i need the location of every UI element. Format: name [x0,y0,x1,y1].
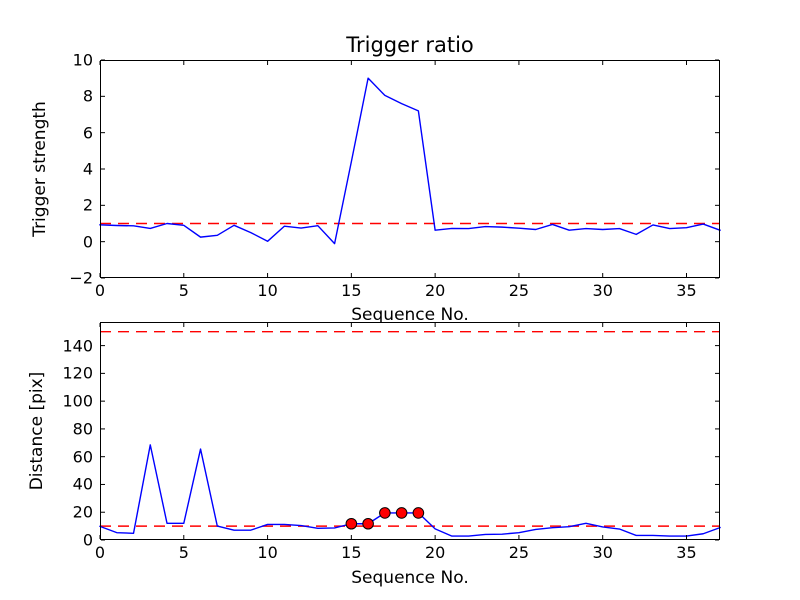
x-tick-label: 20 [424,281,446,300]
y-tick-label: 0 [82,232,93,252]
y-tick-label: 100 [62,391,93,411]
x-tick-label: 15 [341,543,362,562]
triggered-points-marker [412,507,425,519]
bottom-x-axis-label: Sequence No. [351,568,469,588]
x-tick-label: 20 [424,543,446,562]
x-tick-label: 10 [257,281,278,300]
y-tick-label: 4 [82,159,93,179]
x-tick-label: 30 [592,281,613,300]
y-tick-label: 6 [82,123,93,143]
top-plot-area [99,59,721,279]
plot-canvas [99,322,721,541]
plot-canvas [99,59,721,279]
y-tick-label: 2 [82,195,93,215]
top-x-axis-label: Sequence No. [351,305,469,325]
x-tick-label: 10 [257,543,278,562]
x-tick-label: 35 [676,543,697,562]
top-y-axis-label: Trigger strength [30,101,50,237]
y-tick-label: 8 [82,86,93,106]
x-tick-label: 35 [676,281,697,300]
triggered-points-marker [379,507,391,519]
x-tick-label: 5 [178,543,189,562]
top-plot-title: Trigger ratio [346,33,474,57]
axes-frame [100,322,720,540]
y-tick-label: 60 [72,447,93,467]
y-tick-label: 40 [72,474,93,494]
x-tick-label: 25 [508,543,530,562]
x-tick-label: 5 [178,281,189,300]
triggered-points-marker [345,517,358,530]
distance-line [99,444,721,537]
y-tick-label: 20 [72,502,93,522]
x-tick-label: 0 [94,281,106,300]
y-tick-label: 140 [62,336,93,356]
x-tick-label: 25 [508,281,530,300]
bottom-plot-area [99,322,721,541]
y-tick-label: 120 [62,363,93,383]
x-tick-label: 30 [592,543,613,562]
axes-frame [100,60,720,278]
y-tick-label: 0 [82,530,93,550]
x-tick-label: 15 [341,281,362,300]
triggered-points-marker [395,507,408,519]
triggered-points-marker [362,517,374,530]
bottom-y-axis-label: Distance [pix] [27,371,47,491]
y-tick-label: −2 [69,268,93,288]
y-tick-label: 10 [72,50,93,70]
y-tick-label: 80 [72,419,93,439]
trigger-strength-line [99,77,721,245]
x-tick-label: 0 [94,543,106,562]
